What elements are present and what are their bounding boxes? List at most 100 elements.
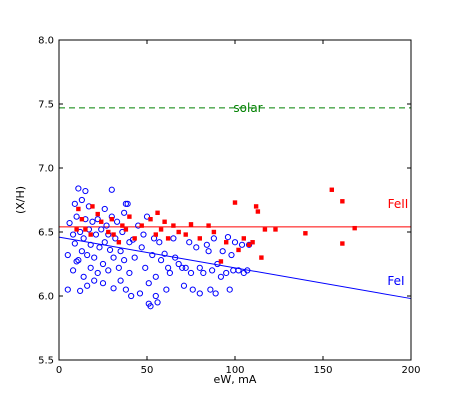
data-point-fei (84, 282, 91, 289)
data-point-fei (71, 200, 78, 207)
data-point-feii (259, 255, 264, 260)
data-point-fei (80, 273, 87, 280)
data-point-fei (103, 222, 110, 229)
data-point-fei (122, 286, 129, 293)
data-point-fei (193, 244, 200, 251)
data-point-feii (188, 222, 194, 227)
data-point-fei (145, 280, 152, 287)
axis-ticks: 0 50 100 150 200 5.5 6.0 6.5 7.0 7.5 8.0 (38, 36, 420, 377)
x-tick-label: 100 (225, 365, 244, 376)
data-point-feii (79, 217, 85, 222)
data-point-feii (340, 199, 345, 204)
data-point-feii (158, 227, 164, 232)
data-point-fei (73, 213, 80, 220)
data-point-fei (189, 286, 196, 293)
data-point-fei (64, 286, 71, 293)
data-point-feii (139, 223, 144, 228)
data-point-feii (303, 231, 308, 236)
data-point-fei (143, 213, 151, 220)
y-tick-label: 7.0 (38, 164, 54, 175)
data-point-fei (66, 219, 73, 227)
data-point-fei (228, 251, 235, 259)
data-point-feii (236, 247, 241, 253)
data-point-fei (96, 244, 103, 251)
data-point-feii (123, 227, 129, 232)
data-point-feii (99, 219, 104, 224)
data-point-fei (75, 185, 82, 192)
y-tick-label: 7.5 (38, 100, 54, 111)
y-axis-label: (X/H) (14, 186, 27, 214)
data-point-feii (211, 229, 217, 235)
data-point-fei (75, 257, 82, 264)
data-point-fei (161, 250, 168, 257)
x-tick-label: 200 (401, 365, 420, 376)
data-point-fei (115, 264, 122, 271)
x-tick-label: 0 (56, 365, 62, 376)
data-point-fei (238, 241, 246, 248)
data-point-fei (69, 231, 77, 238)
data-point-feii (241, 236, 246, 241)
data-point-feii (155, 210, 160, 215)
data-point-fei (82, 187, 89, 195)
data-point-fei (230, 267, 237, 274)
data-point-fei (180, 282, 188, 289)
data-point-fei (69, 267, 77, 274)
data-point-fei (124, 200, 131, 207)
data-point-feii (148, 217, 153, 222)
data-point-fei (87, 264, 94, 271)
data-point-feii (74, 227, 79, 232)
data-point-fei (99, 280, 107, 287)
data-point-feii (197, 236, 202, 241)
data-point-feii (153, 232, 158, 237)
data-point-fei (219, 248, 226, 255)
data-point-fei (73, 258, 80, 265)
data-point-fei (157, 257, 165, 264)
data-point-fei (121, 257, 128, 264)
data-point-fei (77, 287, 84, 294)
data-point-fei (205, 248, 212, 255)
data-point-fei (147, 303, 154, 310)
data-point-feii (90, 204, 95, 209)
data-point-fei (245, 241, 253, 248)
data-point-fei (78, 196, 85, 204)
data-point-feii (132, 236, 137, 241)
data-point-fei (94, 269, 101, 277)
data-point-feii (171, 223, 176, 228)
y-tick-label: 6.5 (38, 228, 54, 239)
data-point-feii (176, 229, 181, 235)
data-point-fei (99, 260, 107, 268)
data-point-fei (110, 254, 117, 261)
data-points (64, 185, 357, 310)
data-point-feii (76, 206, 81, 212)
data-point-fei (101, 205, 108, 213)
data-point-fei (106, 246, 114, 254)
data-point-fei (94, 216, 101, 223)
data-point-fei (187, 269, 195, 277)
data-point-fei (71, 240, 78, 247)
y-tick-label: 8.0 (38, 36, 54, 47)
data-point-fei (110, 285, 117, 292)
data-point-fei (91, 254, 98, 261)
data-point-fei (117, 277, 124, 284)
data-point-feii (88, 232, 93, 237)
data-point-feii (262, 227, 268, 232)
data-point-fei (142, 264, 149, 271)
data-point-fei (235, 267, 242, 274)
data-point-fei (226, 286, 233, 293)
data-point-fei (108, 186, 115, 193)
data-point-fei (128, 292, 135, 300)
data-point-fei (140, 231, 147, 238)
data-point-fei (136, 290, 144, 297)
refline-label-fei: FeI (387, 274, 404, 288)
data-point-feii (95, 211, 100, 217)
data-point-fei (182, 264, 189, 271)
data-point-feii (273, 227, 278, 232)
data-point-feii (183, 232, 188, 237)
data-point-fei (131, 254, 138, 261)
reference-line-fei (58, 236, 412, 300)
data-point-feii (83, 227, 88, 232)
data-point-feii (127, 214, 132, 219)
data-point-fei (175, 260, 182, 268)
data-point-fei (224, 234, 232, 241)
